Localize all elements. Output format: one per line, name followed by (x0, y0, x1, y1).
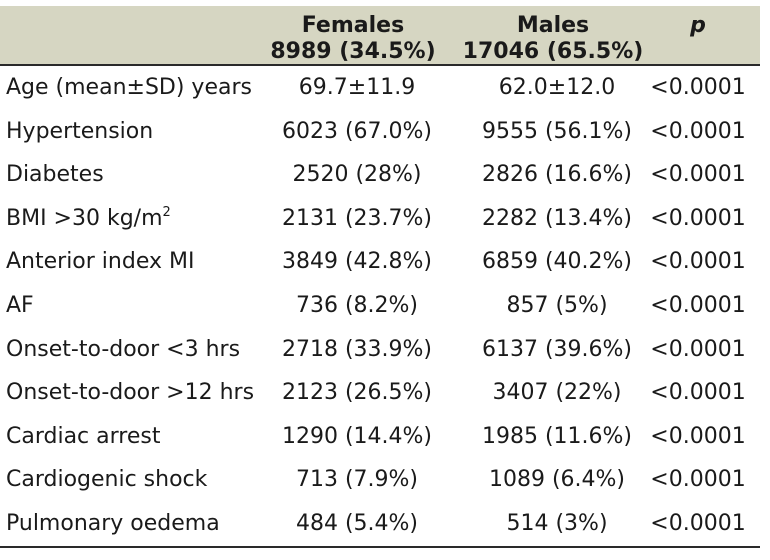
row-p: <0.0001 (650, 423, 746, 449)
row-label: AF (6, 292, 34, 318)
table-row: Diabetes 2520 (28%) 2826 (16.6%) <0.0001 (0, 153, 760, 197)
row-females: 736 (8.2%) (295, 292, 419, 318)
table-row: Onset-to-door <3 hrs 2718 (33.9%) 6137 (… (0, 328, 760, 372)
row-males: 62.0±12.0 (498, 75, 616, 100)
row-label: Cardiac arrest (6, 423, 161, 449)
row-females: 69.7±11.9 (298, 75, 416, 100)
header-females: Females 8989 (34.5%) (258, 13, 448, 65)
row-label: Cardiogenic shock (6, 467, 208, 493)
row-males: 857 (5%) (506, 292, 608, 318)
row-p: <0.0001 (650, 510, 746, 536)
table-row: Cardiac arrest 1290 (14.4%) 1985 (11.6%)… (0, 415, 760, 459)
row-males: 6137 (39.6%) (481, 336, 633, 362)
bottom-rule (0, 545, 760, 548)
row-females: 2123 (26.5%) (281, 380, 433, 406)
row-p: <0.0001 (650, 75, 746, 100)
table-row: Anterior index MI 3849 (42.8%) 6859 (40.… (0, 240, 760, 284)
row-label: Anterior index MI (6, 249, 195, 275)
row-females: 713 (7.9%) (295, 467, 419, 493)
row-p: <0.0001 (650, 249, 746, 275)
header-males-title: Males (516, 13, 590, 38)
header-females-title: Females (301, 13, 405, 38)
header-females-count: 8989 (34.5%) (270, 39, 436, 64)
row-females: 2520 (28%) (292, 162, 422, 188)
row-females: 6023 (67.0%) (281, 118, 433, 144)
table-row: Age (mean±SD) years 69.7±11.9 62.0±12.0 … (0, 66, 760, 110)
row-p: <0.0001 (650, 467, 746, 493)
header-males: Males 17046 (65.5%) (458, 13, 648, 65)
row-label-superscript: 2 (162, 204, 171, 220)
row-females: 484 (5.4%) (295, 510, 419, 536)
row-label: Pulmonary oedema (6, 510, 220, 536)
row-p: <0.0001 (650, 336, 746, 362)
header-p-label: p (690, 13, 706, 38)
row-females: 2131 (23.7%) (281, 205, 433, 231)
row-label: BMI >30 kg/m2 (6, 197, 171, 241)
table-row: Pulmonary oedema 484 (5.4%) 514 (3%) <0.… (0, 502, 760, 546)
row-label: Hypertension (6, 118, 154, 144)
table-row: Hypertension 6023 (67.0%) 9555 (56.1%) <… (0, 110, 760, 154)
row-label: Age (mean±SD) years (6, 75, 252, 100)
row-p: <0.0001 (650, 292, 746, 318)
row-females: 1290 (14.4%) (281, 423, 433, 449)
row-males: 1089 (6.4%) (488, 467, 626, 493)
row-label-text: BMI >30 kg/m (6, 205, 163, 231)
header-p: p (648, 13, 748, 39)
row-males: 3407 (22%) (492, 380, 622, 406)
row-males: 514 (3%) (506, 510, 608, 536)
row-males: 2282 (13.4%) (481, 205, 633, 231)
data-table: Females 8989 (34.5%) Males 17046 (65.5%)… (0, 6, 760, 548)
row-p: <0.0001 (650, 380, 746, 406)
header-males-count: 17046 (65.5%) (462, 39, 644, 64)
table-row: Onset-to-door >12 hrs 2123 (26.5%) 3407 … (0, 371, 760, 415)
table-header: Females 8989 (34.5%) Males 17046 (65.5%)… (0, 6, 760, 66)
row-label: Onset-to-door <3 hrs (6, 336, 241, 362)
row-females: 2718 (33.9%) (281, 336, 433, 362)
table-row: Cardiogenic shock 713 (7.9%) 1089 (6.4%)… (0, 458, 760, 502)
row-p: <0.0001 (650, 118, 746, 144)
row-p: <0.0001 (650, 162, 746, 188)
row-males: 9555 (56.1%) (481, 118, 633, 144)
table-row: AF 736 (8.2%) 857 (5%) <0.0001 (0, 284, 760, 328)
row-males: 6859 (40.2%) (481, 249, 633, 275)
table-row: BMI >30 kg/m2 2131 (23.7%) 2282 (13.4%) … (0, 197, 760, 241)
row-label: Diabetes (6, 162, 104, 188)
row-males: 1985 (11.6%) (481, 423, 633, 449)
row-males: 2826 (16.6%) (481, 162, 633, 188)
row-females: 3849 (42.8%) (281, 249, 433, 275)
row-p: <0.0001 (650, 205, 746, 231)
row-label: Onset-to-door >12 hrs (6, 380, 255, 406)
table-body: Age (mean±SD) years 69.7±11.9 62.0±12.0 … (0, 66, 760, 546)
